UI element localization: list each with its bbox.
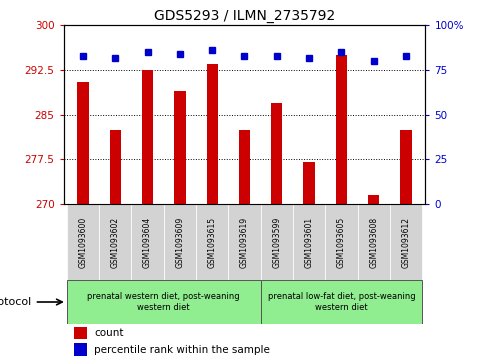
- Bar: [196, 204, 228, 280]
- Text: GSM1093604: GSM1093604: [143, 216, 152, 268]
- Bar: [67, 280, 260, 324]
- Bar: [335, 55, 346, 204]
- Bar: [206, 64, 217, 204]
- Text: percentile rank within the sample: percentile rank within the sample: [94, 345, 270, 355]
- Bar: [77, 82, 88, 204]
- Text: GSM1093609: GSM1093609: [175, 216, 184, 268]
- Text: GSM1093608: GSM1093608: [368, 217, 377, 268]
- Bar: [174, 91, 185, 204]
- Bar: [67, 204, 99, 280]
- Text: GSM1093619: GSM1093619: [240, 217, 248, 268]
- Text: GSM1093601: GSM1093601: [304, 217, 313, 268]
- Text: GSM1093605: GSM1093605: [336, 216, 345, 268]
- Title: GDS5293 / ILMN_2735792: GDS5293 / ILMN_2735792: [154, 9, 334, 23]
- Text: prenatal low-fat diet, post-weaning
western diet: prenatal low-fat diet, post-weaning west…: [267, 292, 414, 312]
- Text: GSM1093599: GSM1093599: [272, 216, 281, 268]
- Bar: [389, 204, 421, 280]
- Text: protocol: protocol: [0, 297, 31, 307]
- Text: prenatal western diet, post-weaning
western diet: prenatal western diet, post-weaning west…: [87, 292, 240, 312]
- Bar: [400, 130, 411, 204]
- Bar: [163, 204, 196, 280]
- Bar: [109, 130, 121, 204]
- Text: GSM1093602: GSM1093602: [111, 217, 120, 268]
- Bar: [367, 195, 379, 204]
- Bar: [292, 204, 325, 280]
- Bar: [74, 327, 87, 339]
- Bar: [325, 204, 357, 280]
- Bar: [99, 204, 131, 280]
- Text: count: count: [94, 328, 123, 338]
- Bar: [260, 204, 292, 280]
- Bar: [142, 70, 153, 204]
- Text: GSM1093615: GSM1093615: [207, 217, 216, 268]
- Bar: [228, 204, 260, 280]
- Bar: [238, 130, 250, 204]
- Text: GSM1093612: GSM1093612: [401, 217, 410, 268]
- Bar: [74, 343, 87, 356]
- Text: GSM1093600: GSM1093600: [78, 216, 87, 268]
- Bar: [303, 162, 314, 204]
- Bar: [271, 103, 282, 204]
- Bar: [260, 280, 421, 324]
- Bar: [131, 204, 163, 280]
- Bar: [357, 204, 389, 280]
